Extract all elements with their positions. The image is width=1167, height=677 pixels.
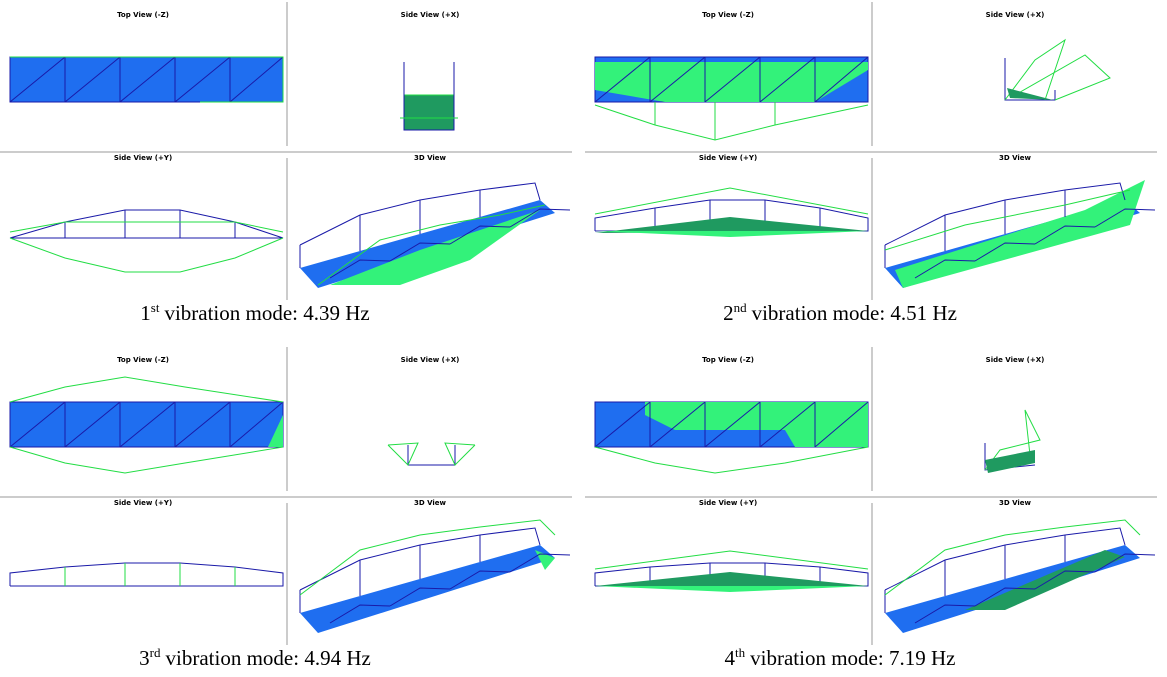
side-view-x (985, 410, 1040, 473)
side-view-y (595, 188, 868, 237)
deformed-deck (595, 231, 868, 237)
member (595, 188, 868, 214)
deformed-deck (965, 550, 1125, 610)
caption-ordinal: 1 (140, 301, 151, 325)
top-view (595, 57, 868, 140)
caption-suffix: th (735, 645, 746, 660)
caption-text: vibration mode: 4.51 Hz (752, 301, 957, 325)
view-label: Side View (+Y) (114, 499, 172, 507)
member (408, 445, 455, 465)
member (595, 551, 868, 569)
deck (300, 545, 555, 633)
caption: 4th vibration mode: 7.19 Hz (725, 645, 956, 670)
member (595, 105, 868, 140)
caption-text: vibration mode: 4.39 Hz (164, 301, 369, 325)
view-label: 3D View (999, 499, 1032, 507)
member (10, 563, 283, 586)
member (10, 377, 283, 402)
view-label: Side View (+Y) (699, 154, 757, 162)
deck (10, 57, 283, 102)
side-view-y (10, 563, 283, 586)
member (595, 447, 868, 473)
view-label: Top View (-Z) (702, 11, 754, 19)
view-label: Top View (-Z) (117, 356, 169, 364)
deck (10, 402, 283, 447)
member (1015, 55, 1110, 100)
view-label: Side View (+X) (401, 356, 460, 364)
caption-text: vibration mode: 4.94 Hz (166, 646, 371, 670)
side-view-y (595, 551, 868, 592)
member (10, 447, 283, 473)
view-3d (885, 180, 1155, 288)
view-label: Side View (+Y) (699, 499, 757, 507)
figure: Top View (-Z) Side View (+X) Side View (+Y… (0, 0, 1167, 677)
cross-section (404, 95, 454, 130)
deformed-deck (895, 180, 1145, 288)
top-view (10, 57, 283, 102)
view-3d (300, 520, 570, 633)
cross-section (985, 450, 1035, 473)
deformed-deck (595, 217, 868, 233)
deformed-deck (595, 586, 868, 592)
mode-panel: Top View (-Z) Side View (+X) Side View (+Y… (0, 347, 572, 670)
caption-suffix: st (151, 300, 160, 315)
top-view (10, 377, 283, 473)
member (388, 443, 418, 465)
caption-suffix: rd (150, 645, 161, 660)
view-label: Side View (+Y) (114, 154, 172, 162)
view-label: Side View (+X) (986, 11, 1045, 19)
mode-panel: Top View (-Z) Side View (+X) Side View (+Y… (585, 2, 1157, 325)
view-label: Top View (-Z) (117, 11, 169, 19)
view-label: 3D View (999, 154, 1032, 162)
caption: 2nd vibration mode: 4.51 Hz (723, 300, 957, 325)
deformed-deck (330, 210, 540, 285)
view-label: Top View (-Z) (702, 356, 754, 364)
caption-suffix: nd (734, 300, 748, 315)
member (10, 210, 283, 238)
caption: 3rd vibration mode: 4.94 Hz (139, 645, 371, 670)
caption-ordinal: 2 (723, 301, 734, 325)
view-label: Side View (+X) (986, 356, 1045, 364)
mode-panel: Top View (-Z) Side View (+X) Side View (+Y… (585, 347, 1157, 670)
view-label: Side View (+X) (401, 11, 460, 19)
side-view-x (388, 443, 475, 465)
caption-ordinal: 3 (139, 646, 150, 670)
view-label: 3D View (414, 154, 447, 162)
view-3d (300, 183, 570, 288)
caption-ordinal: 4 (725, 646, 736, 670)
cross-section (1007, 88, 1053, 100)
top-view (595, 402, 868, 473)
view-label: 3D View (414, 499, 447, 507)
side-view-y (10, 210, 283, 272)
side-view-x (400, 62, 458, 130)
member (445, 443, 475, 465)
member (10, 238, 283, 272)
caption-text: vibration mode: 7.19 Hz (750, 646, 955, 670)
caption: 1st vibration mode: 4.39 Hz (140, 300, 369, 325)
mode-panel: Top View (-Z) Side View (+X) Side View (+Y… (0, 2, 572, 325)
deformed-deck (595, 572, 868, 586)
side-view-x (1005, 40, 1110, 100)
view-3d (885, 520, 1155, 633)
member (10, 222, 283, 232)
